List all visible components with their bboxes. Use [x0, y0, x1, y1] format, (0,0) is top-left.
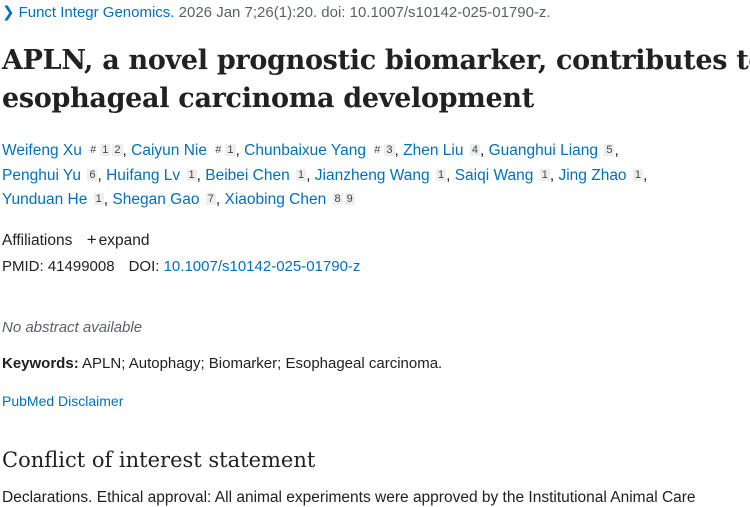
author-link[interactable]: Zhen Liu: [403, 142, 464, 159]
author-affiliation-marks: 7: [204, 193, 216, 205]
pubmed-disclaimer-link[interactable]: PubMed Disclaimer: [2, 393, 124, 409]
chevron-right-icon: ❯: [2, 4, 15, 21]
affiliation-number[interactable]: 1: [539, 168, 550, 181]
author-link[interactable]: Caiyun Nie: [131, 142, 207, 159]
author-link[interactable]: Xiaobing Chen: [224, 191, 327, 208]
author-affiliation-marks: 1: [434, 168, 447, 181]
author-affiliation-marks: 1: [92, 193, 104, 205]
author-link[interactable]: Penghui Yu: [2, 166, 82, 184]
author-link[interactable]: Beibei Chen: [205, 166, 290, 184]
affiliations-expand-button[interactable]: + expand: [77, 230, 150, 249]
affiliation-number[interactable]: 1: [93, 193, 104, 205]
author-affiliation-marks: 1: [294, 168, 307, 181]
title-line-1: APLN, a novel prognostic biomarker, cont…: [2, 45, 750, 76]
author-link[interactable]: Jianzheng Wang: [314, 166, 430, 184]
affiliations: Affiliations + expand: [2, 230, 149, 250]
affiliation-number[interactable]: 1: [435, 168, 447, 181]
citation-line: ❯ Funct Integr Genomics. 2026 Jan 7;26(1)…: [2, 3, 551, 21]
affiliation-number[interactable]: 1: [100, 144, 111, 156]
author-link[interactable]: Jing Zhao: [558, 166, 627, 184]
author-link[interactable]: Yunduan He: [2, 191, 88, 208]
author-link[interactable]: Huifang Lv: [106, 166, 181, 184]
author-affiliation-marks: #3: [370, 144, 395, 156]
author-affiliation-marks: 6: [85, 168, 98, 181]
affiliation-number[interactable]: 7: [205, 193, 216, 205]
pmid: PMID: 41499008: [2, 258, 115, 275]
affiliation-number[interactable]: 2: [112, 144, 123, 156]
plus-icon: +: [86, 230, 97, 249]
keywords: Keywords: APLN; Autophagy; Biomarker; Es…: [2, 355, 442, 372]
affiliation-number[interactable]: 1: [186, 168, 197, 181]
affiliation-number[interactable]: 1: [296, 168, 307, 181]
author-link[interactable]: Weifeng Xu: [2, 142, 82, 159]
affiliation-number[interactable]: 5: [604, 144, 615, 156]
title-line-2: esophageal carcinoma development: [2, 83, 534, 114]
journal-link[interactable]: ❯ Funct Integr Genomics.: [2, 4, 174, 21]
citation-details: 2026 Jan 7;26(1):20. doi: 10.1007/s10142…: [178, 4, 551, 21]
authors-list: Weifeng Xu #1 2, Caiyun Nie #1, Chunbaixu…: [2, 142, 648, 208]
author-link[interactable]: Shegan Gao: [112, 191, 200, 208]
affiliations-label: Affiliations: [2, 232, 73, 249]
conflict-text: Declarations. Ethical approval: All anim…: [2, 489, 696, 506]
keywords-value: APLN; Autophagy; Biomarker; Esophageal c…: [82, 355, 443, 372]
equal-contribution-mark: #: [215, 144, 222, 156]
author-link[interactable]: Guanghui Liang: [488, 142, 599, 159]
equal-contribution-mark: #: [90, 144, 97, 156]
affiliation-number[interactable]: 3: [384, 144, 395, 156]
author-affiliation-marks: #1: [211, 144, 236, 156]
affiliation-number[interactable]: 9: [344, 193, 355, 205]
author-affiliation-marks: 1: [631, 168, 643, 181]
equal-contribution-mark: #: [374, 144, 381, 156]
author-affiliation-marks: #1 2: [86, 144, 123, 156]
affiliation-number[interactable]: 8: [332, 193, 343, 205]
page-title: APLN, a novel prognostic biomarker, cont…: [2, 42, 750, 118]
identifiers: PMID: 41499008 DOI: 10.1007/s10142-025-01…: [2, 258, 360, 275]
doi-label: DOI:: [128, 258, 160, 275]
author-affiliation-marks: 4: [468, 144, 480, 156]
author-affiliation-marks: 1: [538, 168, 550, 181]
journal-name: Funct Integr Genomics.: [18, 4, 175, 21]
author-affiliation-marks: 5: [602, 144, 615, 156]
affiliation-number[interactable]: 1: [225, 144, 236, 156]
author-affiliation-marks: 1: [185, 168, 197, 181]
doi-link[interactable]: 10.1007/s10142-025-01790-z: [163, 258, 361, 275]
author-link[interactable]: Saiqi Wang: [454, 166, 534, 184]
keywords-label: Keywords:: [2, 355, 79, 372]
affiliation-number[interactable]: 1: [632, 168, 643, 181]
author-link[interactable]: Chunbaixue Yang: [244, 142, 366, 159]
no-abstract-text: No abstract available: [2, 319, 143, 336]
affiliation-number[interactable]: 4: [469, 144, 480, 156]
expand-label: expand: [98, 232, 150, 249]
affiliation-number[interactable]: 6: [87, 168, 98, 181]
conflict-heading: Conflict of interest statement: [2, 448, 316, 472]
